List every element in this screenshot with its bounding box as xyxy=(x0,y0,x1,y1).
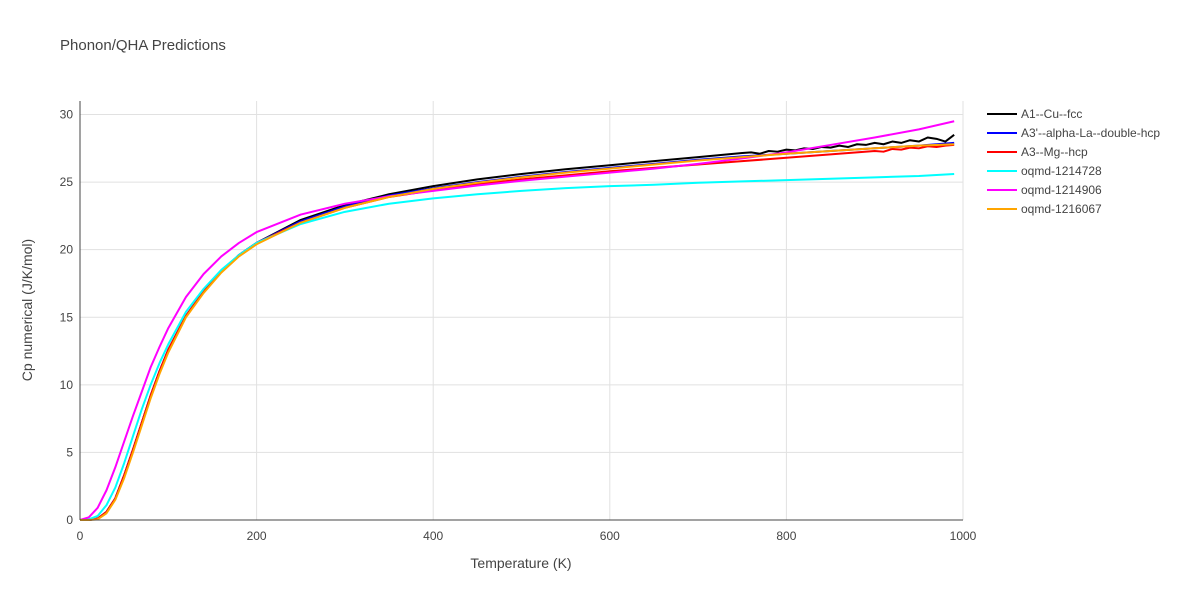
chart-title: Phonon/QHA Predictions xyxy=(60,37,226,54)
legend-label: A3--Mg--hcp xyxy=(1021,145,1088,159)
series-line[interactable] xyxy=(80,143,955,521)
y-tick-label: 20 xyxy=(60,243,74,257)
legend-item[interactable]: oqmd-1216067 xyxy=(987,202,1102,216)
x-axis: 0 200 400 600 800 1000 xyxy=(77,529,977,543)
legend-label: oqmd-1214728 xyxy=(1021,164,1102,178)
x-tick-label: 200 xyxy=(247,529,267,543)
legend-item[interactable]: oqmd-1214906 xyxy=(987,183,1102,197)
x-tick-label: 1000 xyxy=(950,529,977,543)
legend-item[interactable]: A3--Mg--hcp xyxy=(987,145,1088,159)
legend-label: A1--Cu--fcc xyxy=(1021,107,1082,121)
legend-item[interactable]: oqmd-1214728 xyxy=(987,164,1102,178)
x-tick-label: 600 xyxy=(600,529,620,543)
legend-label: oqmd-1216067 xyxy=(1021,202,1102,216)
legend-label: oqmd-1214906 xyxy=(1021,183,1102,197)
series-line[interactable] xyxy=(80,133,955,521)
axes xyxy=(79,101,963,521)
series-line[interactable] xyxy=(80,141,955,521)
y-tick-label: 30 xyxy=(60,108,74,122)
legend[interactable]: A1--Cu--fcc A3'--alpha-La--double-hcp A3--… xyxy=(987,107,1160,216)
x-tick-label: 0 xyxy=(77,529,84,543)
y-tick-label: 5 xyxy=(66,445,73,459)
legend-item[interactable]: A1--Cu--fcc xyxy=(987,107,1082,121)
y-tick-label: 0 xyxy=(66,513,73,527)
y-tick-label: 25 xyxy=(60,175,74,189)
x-axis-title: Temperature (K) xyxy=(470,555,571,571)
series-line[interactable] xyxy=(80,143,955,521)
y-tick-label: 15 xyxy=(60,310,74,324)
legend-label: A3'--alpha-La--double-hcp xyxy=(1021,126,1160,140)
x-tick-label: 400 xyxy=(423,529,443,543)
y-axis-title: Cp numerical (J/K/mol) xyxy=(19,239,35,381)
series-line[interactable] xyxy=(79,172,955,521)
y-tick-label: 10 xyxy=(60,378,74,392)
legend-item[interactable]: A3'--alpha-La--double-hcp xyxy=(987,126,1160,140)
x-tick-label: 800 xyxy=(776,529,796,543)
plot-area[interactable] xyxy=(79,120,955,521)
y-axis: 0 5 10 15 20 25 30 xyxy=(60,108,74,527)
series-line[interactable] xyxy=(79,120,955,521)
grid xyxy=(80,101,964,520)
